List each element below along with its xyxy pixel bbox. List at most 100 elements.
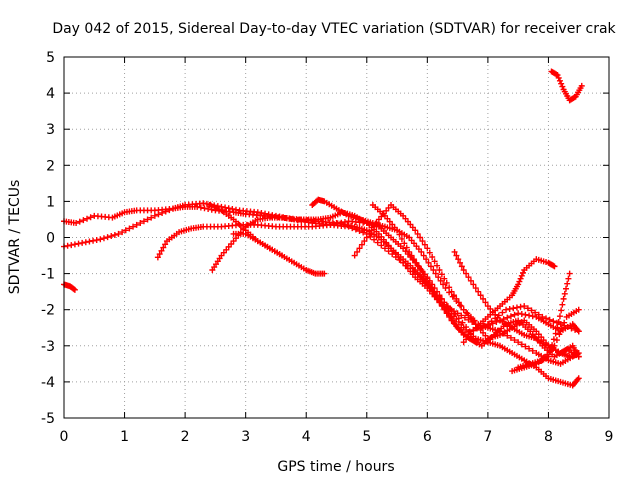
- data-point: [441, 275, 448, 282]
- data-point: [555, 74, 562, 81]
- data-point: [507, 334, 514, 341]
- data-point: [421, 241, 428, 248]
- data-point: [430, 288, 437, 295]
- data-point: [363, 234, 370, 241]
- series-s14: [548, 68, 585, 104]
- data-point: [443, 279, 450, 286]
- data-point: [144, 216, 151, 223]
- data-point: [321, 270, 328, 277]
- data-point: [461, 314, 468, 321]
- data-point: [115, 230, 122, 237]
- data-point: [550, 318, 557, 325]
- data-point: [119, 229, 126, 236]
- data-point: [458, 263, 465, 270]
- data-point: [418, 266, 425, 273]
- data-point: [162, 208, 169, 215]
- data-point: [504, 314, 511, 321]
- data-point: [458, 303, 465, 310]
- data-point: [80, 217, 87, 224]
- data-point: [151, 212, 158, 219]
- data-point: [354, 248, 361, 255]
- data-point: [470, 281, 477, 288]
- data-point: [368, 227, 375, 234]
- data-point: [201, 205, 208, 212]
- data-point: [550, 336, 557, 343]
- data-point: [108, 233, 115, 240]
- data-point: [518, 272, 525, 279]
- data-point: [155, 211, 162, 218]
- data-point: [396, 231, 403, 238]
- data-point: [432, 292, 439, 299]
- data-point: [561, 290, 568, 297]
- data-point: [460, 266, 467, 273]
- data-point: [361, 238, 368, 245]
- data-point: [561, 319, 568, 326]
- data-point: [447, 313, 454, 320]
- data-point: [358, 241, 365, 248]
- data-point: [518, 311, 525, 318]
- data-point: [435, 295, 442, 302]
- data-point: [446, 284, 453, 291]
- data-point: [553, 337, 560, 344]
- data-point: [451, 248, 458, 255]
- data-point: [503, 306, 510, 313]
- data-point: [122, 227, 129, 234]
- y-tick-label: 4: [46, 86, 55, 102]
- data-point: [564, 280, 571, 287]
- data-point: [454, 310, 461, 317]
- series-s7: [309, 196, 582, 335]
- data-point: [480, 295, 487, 302]
- data-point: [500, 316, 507, 323]
- data-point: [457, 259, 464, 266]
- x-tick-label: 7: [483, 429, 492, 445]
- data-point: [458, 312, 465, 319]
- data-point: [513, 304, 520, 311]
- x-tick-label: 8: [544, 429, 553, 445]
- data-point: [520, 269, 527, 276]
- data-point: [560, 295, 567, 302]
- y-tick-label: 5: [46, 50, 55, 66]
- data-point: [205, 205, 212, 212]
- data-point: [356, 228, 363, 235]
- x-tick-label: 2: [181, 429, 190, 445]
- x-tick-label: 1: [120, 429, 129, 445]
- data-point: [431, 258, 438, 265]
- data-point: [430, 266, 437, 273]
- data-point: [166, 207, 173, 214]
- data-point: [162, 241, 169, 248]
- data-point: [378, 242, 385, 249]
- data-point: [100, 235, 107, 242]
- data-point: [394, 227, 401, 234]
- data-point: [254, 209, 261, 216]
- data-point: [374, 239, 381, 246]
- data-point: [197, 204, 204, 211]
- data-point: [550, 262, 557, 269]
- data-point: [133, 221, 140, 228]
- data-point: [429, 253, 436, 260]
- x-axis-label: GPS time / hours: [277, 459, 394, 475]
- data-point: [349, 225, 356, 232]
- data-point: [419, 238, 426, 245]
- data-point: [351, 252, 358, 259]
- data-point: [472, 285, 479, 292]
- data-point: [73, 220, 80, 227]
- data-point: [345, 223, 352, 230]
- data-point: [423, 256, 430, 263]
- data-point: [435, 274, 442, 281]
- data-point: [553, 71, 560, 78]
- data-point: [515, 310, 522, 317]
- data-point: [528, 307, 535, 314]
- data-point: [552, 330, 559, 337]
- data-point: [381, 245, 388, 252]
- data-point: [575, 353, 582, 360]
- data-point: [515, 281, 522, 288]
- data-point: [229, 205, 236, 212]
- data-point: [440, 303, 447, 310]
- data-point: [438, 271, 445, 278]
- x-tick-label: 3: [241, 429, 250, 445]
- data-point: [556, 313, 563, 320]
- data-point: [373, 220, 380, 227]
- data-point: [432, 270, 439, 277]
